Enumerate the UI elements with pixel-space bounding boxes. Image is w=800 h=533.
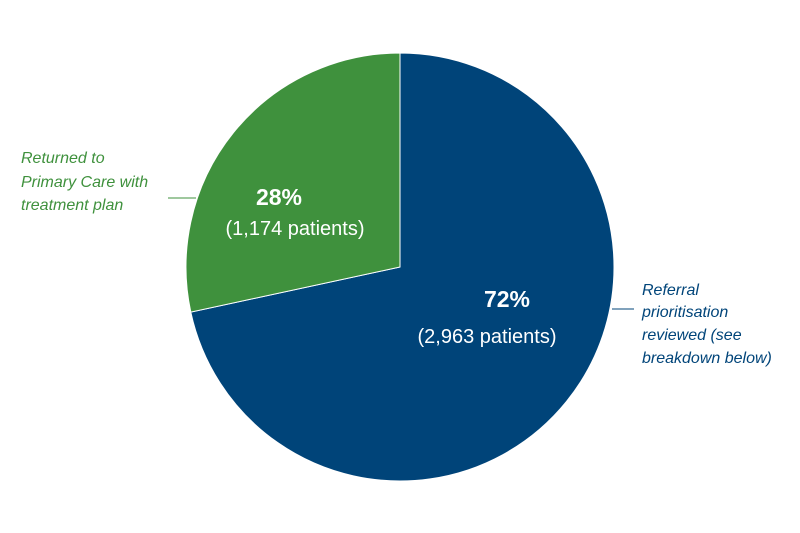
callout-line: treatment plan [21,197,123,214]
callout-line: Referral [642,282,699,299]
callout-line: Primary Care with [21,174,148,191]
slice-referral-count-label: (2,963 patients) [418,326,557,348]
slice-returned-primary-care [185,52,401,313]
slice-returned-callout: Returned to Primary Care with treatment … [21,150,153,214]
callout-line: breakdown below) [642,350,772,367]
callout-line: reviewed (see [642,327,742,344]
slice-referral-reviewed [190,52,615,482]
pie-slices [185,52,615,482]
slice-returned-percent-label: 28% [256,184,302,210]
slice-referral-percent-label: 72% [484,286,530,312]
callout-line: Returned to [21,150,105,167]
callout-line: prioritisation [641,304,728,321]
slice-returned-count-label: (1,174 patients) [226,218,365,240]
slice-referral-callout: Referral prioritisation reviewed (see br… [641,282,772,367]
